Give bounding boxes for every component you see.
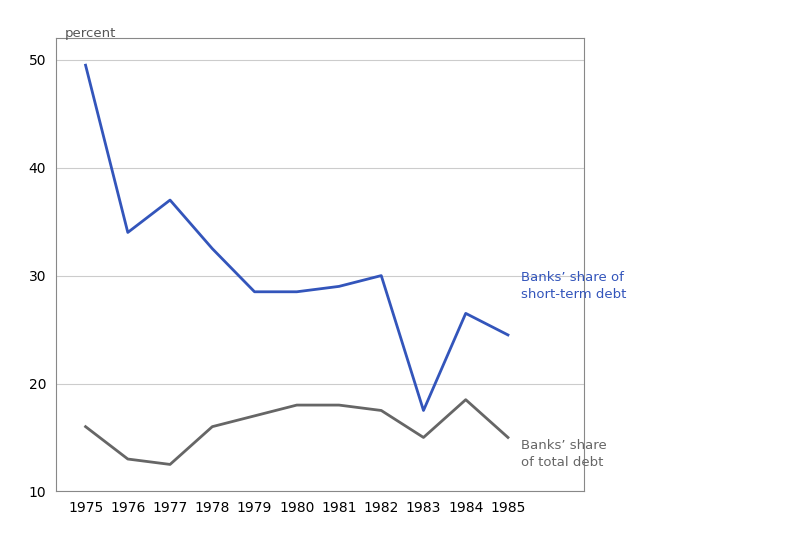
Text: Banks’ share of
short-term debt: Banks’ share of short-term debt — [521, 271, 626, 301]
Text: percent: percent — [65, 27, 116, 40]
Text: Banks’ share
of total debt: Banks’ share of total debt — [521, 438, 606, 468]
